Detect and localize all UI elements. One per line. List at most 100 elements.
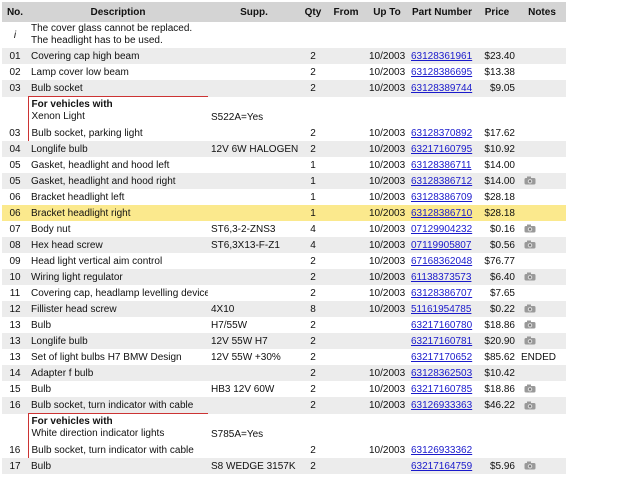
part-number-cell: 63128389744 — [408, 80, 476, 97]
no-cell: 06 — [2, 205, 28, 221]
no-cell: 13 — [2, 349, 28, 365]
part-number-link[interactable]: 63128386710 — [411, 208, 472, 219]
up-to-cell: 10/2003 — [366, 125, 408, 141]
notes-cell — [518, 237, 566, 253]
cell — [366, 97, 408, 126]
part-number-link[interactable]: 51161954785 — [411, 304, 471, 315]
from-cell — [326, 365, 366, 381]
qty-cell: 2 — [300, 80, 326, 97]
price-cell — [476, 22, 518, 48]
part-number-link[interactable]: 07129904232 — [411, 224, 472, 235]
cell — [366, 414, 408, 443]
part-number-link[interactable]: 63128386709 — [411, 192, 472, 203]
header-row: No.DescriptionSupp.QtyFromUp ToPart Numb… — [2, 2, 566, 22]
supp-cell — [208, 253, 300, 269]
column-header: From — [326, 2, 366, 22]
part-number-link[interactable]: 63217160785 — [411, 384, 472, 395]
from-cell — [326, 333, 366, 349]
from-cell — [326, 285, 366, 301]
group-condition: Xenon Light — [32, 111, 85, 122]
table-row: For vehicles withXenon LightS522A=Yes — [2, 97, 566, 126]
photo-icon[interactable] — [524, 176, 536, 185]
no-cell: 05 — [2, 157, 28, 173]
price-cell: $0.56 — [476, 237, 518, 253]
description-cell: Bracket headlight left — [28, 189, 208, 205]
part-number-link[interactable]: 63128362503 — [411, 368, 472, 379]
no-cell: 03 — [2, 125, 28, 141]
photo-icon[interactable] — [524, 224, 536, 233]
description-cell: Covering cap high beam — [28, 48, 208, 64]
photo-icon[interactable] — [524, 384, 536, 393]
qty-cell: 2 — [300, 442, 326, 458]
photo-icon[interactable] — [524, 240, 536, 249]
photo-icon[interactable] — [524, 461, 536, 470]
part-number-cell — [408, 22, 476, 48]
part-number-link[interactable]: 63128370892 — [411, 128, 472, 139]
part-number-link[interactable]: 63128386712 — [411, 176, 472, 187]
table-row: 10Wiring light regulator210/200361138373… — [2, 269, 566, 285]
supp-cell: 12V 55W H7 — [208, 333, 300, 349]
photo-icon[interactable] — [524, 272, 536, 281]
parts-table: No.DescriptionSupp.QtyFromUp ToPart Numb… — [2, 2, 566, 474]
no-cell: 13 — [2, 317, 28, 333]
up-to-cell: 10/2003 — [366, 381, 408, 397]
price-cell: $0.16 — [476, 221, 518, 237]
part-number-link[interactable]: 63217160795 — [411, 144, 472, 155]
photo-icon[interactable] — [524, 401, 536, 410]
table-row: 05Gasket, headlight and hood right110/20… — [2, 173, 566, 189]
cell — [476, 414, 518, 443]
up-to-cell: 10/2003 — [366, 237, 408, 253]
part-number-cell: 63217170652 — [408, 349, 476, 365]
part-number-link[interactable]: 63128389744 — [411, 83, 472, 94]
notes-cell — [518, 64, 566, 80]
cell — [326, 97, 366, 126]
table-row: 16Bulb socket, turn indicator with cable… — [2, 397, 566, 414]
description-cell: Body nut — [28, 221, 208, 237]
part-number-cell: 07119905807 — [408, 237, 476, 253]
part-number-link[interactable]: 63126933363 — [411, 400, 472, 411]
price-cell: $76.77 — [476, 253, 518, 269]
part-number-link[interactable]: 63128386707 — [411, 288, 472, 299]
supp-cell: H7/55W — [208, 317, 300, 333]
up-to-cell: 10/2003 — [366, 397, 408, 414]
part-number-cell: 63128370892 — [408, 125, 476, 141]
no-cell: 06 — [2, 189, 28, 205]
photo-icon[interactable] — [524, 336, 536, 345]
no-cell: 03 — [2, 80, 28, 97]
notes-cell — [518, 301, 566, 317]
up-to-cell: 10/2003 — [366, 141, 408, 157]
part-number-link[interactable]: 07119905807 — [411, 240, 471, 251]
cell — [326, 414, 366, 443]
part-number-cell: 63128386710 — [408, 205, 476, 221]
table-row: For vehicles withWhite direction indicat… — [2, 414, 566, 443]
part-number-link[interactable]: 63217160781 — [411, 336, 472, 347]
part-number-link[interactable]: 63128386711 — [411, 160, 471, 171]
table-row: 05Gasket, headlight and hood left110/200… — [2, 157, 566, 173]
price-cell: $46.22 — [476, 397, 518, 414]
price-cell: $9.05 — [476, 80, 518, 97]
part-number-link[interactable]: 63128386695 — [411, 67, 472, 78]
supp-cell: 4X10 — [208, 301, 300, 317]
photo-icon[interactable] — [524, 304, 536, 313]
part-number-cell: 63126933363 — [408, 397, 476, 414]
column-header: Qty — [300, 2, 326, 22]
part-number-link[interactable]: 63217170652 — [411, 352, 472, 363]
part-number-link[interactable]: 63217160780 — [411, 320, 472, 331]
part-number-link[interactable]: 63217164759 — [411, 461, 472, 472]
part-number-link[interactable]: 63128361961 — [411, 51, 472, 62]
part-number-link[interactable]: 63126933362 — [411, 445, 472, 456]
qty-cell: 1 — [300, 173, 326, 189]
no-cell: 08 — [2, 237, 28, 253]
part-number-link[interactable]: 61138373573 — [411, 272, 471, 283]
part-number-cell: 63217160781 — [408, 333, 476, 349]
photo-icon[interactable] — [524, 320, 536, 329]
price-cell: $14.00 — [476, 157, 518, 173]
part-number-link[interactable]: 67168362048 — [411, 256, 472, 267]
notes-cell — [518, 458, 566, 474]
description-cell: Bulb — [28, 381, 208, 397]
price-cell: $7.65 — [476, 285, 518, 301]
part-number-cell: 63128386709 — [408, 189, 476, 205]
table-row: 12Fillister head screw4X10810/2003511619… — [2, 301, 566, 317]
from-cell — [326, 22, 366, 48]
